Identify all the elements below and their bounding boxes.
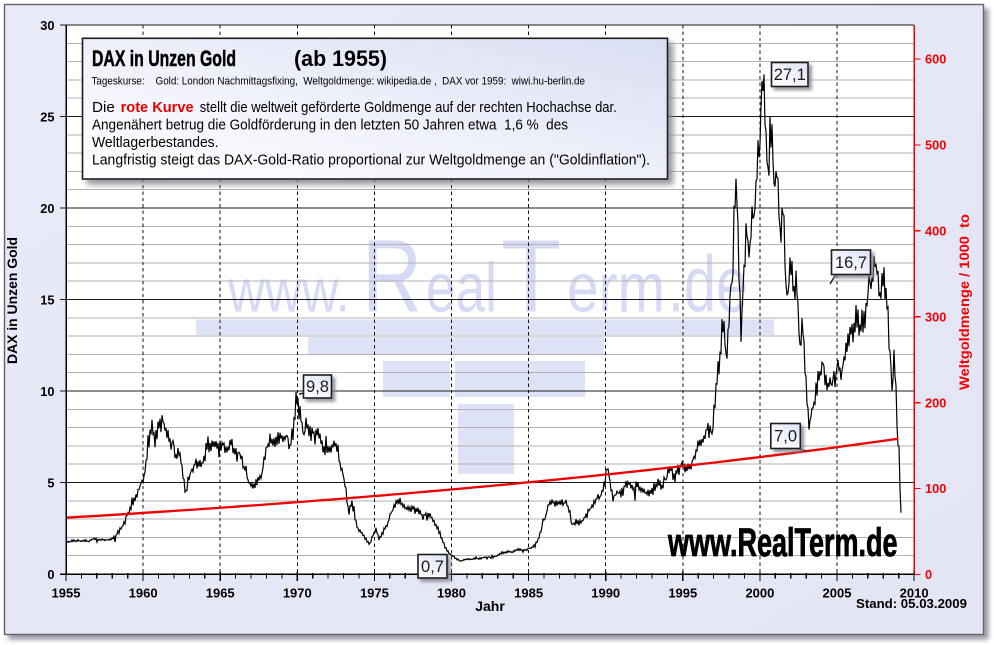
svg-text:www.RealTerm.de: www.RealTerm.de	[667, 521, 897, 565]
svg-text:400: 400	[925, 224, 946, 239]
svg-text:Weltgoldmenge / 1000 to: Weltgoldmenge / 1000 to	[957, 214, 972, 390]
svg-text:5: 5	[47, 476, 54, 491]
svg-text:25: 25	[40, 110, 54, 125]
svg-text:27,1: 27,1	[774, 66, 806, 84]
svg-text:Jahr: Jahr	[475, 598, 505, 614]
svg-text:2005: 2005	[823, 586, 852, 601]
svg-text:Weltlagerbestandes.: Weltlagerbestandes.	[92, 134, 219, 151]
svg-text:2010: 2010	[900, 586, 929, 601]
svg-text:20: 20	[40, 201, 54, 216]
svg-text:Tageskurse: Gold: London Na: Tageskurse: Gold: London Nachmittagsfixi…	[92, 75, 586, 87]
svg-text:Stand: 05.03.2009: Stand: 05.03.2009	[856, 597, 967, 611]
svg-text:www. R eal T erm .de: www. R eal T erm .de	[227, 219, 748, 334]
svg-text:0,7: 0,7	[421, 558, 444, 576]
svg-text:1975: 1975	[360, 586, 389, 601]
svg-text:1985: 1985	[514, 586, 543, 601]
svg-text:30: 30	[40, 18, 54, 33]
svg-text:7,0: 7,0	[774, 428, 797, 446]
svg-text:300: 300	[925, 309, 946, 324]
svg-text:1970: 1970	[283, 586, 312, 601]
svg-text:1960: 1960	[129, 586, 158, 601]
svg-text:200: 200	[925, 395, 946, 410]
svg-text:2000: 2000	[745, 586, 774, 601]
svg-text:1980: 1980	[437, 586, 466, 601]
svg-text:600: 600	[925, 52, 946, 67]
svg-text:1965: 1965	[206, 586, 235, 601]
svg-text:DAX in Unzen Gold(ab 1955): DAX in Unzen Gold (ab 1955)	[92, 46, 387, 71]
svg-text:10: 10	[40, 384, 54, 399]
svg-text:1995: 1995	[668, 586, 697, 601]
svg-text:Langfristig steigt das DAX-Gol: Langfristig steigt das DAX-Gold-Ratio pr…	[92, 151, 650, 168]
svg-text:9,8: 9,8	[306, 378, 329, 396]
svg-text:16,7: 16,7	[835, 254, 867, 272]
svg-text:500: 500	[925, 138, 946, 153]
svg-text:Angenähert betrug die Goldförd: Angenähert betrug die Goldförderung in d…	[92, 116, 568, 133]
svg-text:100: 100	[925, 481, 946, 496]
svg-text:DAX in Unzen Gold: DAX in Unzen Gold	[5, 237, 20, 364]
svg-text:15: 15	[40, 293, 54, 308]
svg-text:0: 0	[925, 567, 932, 582]
svg-text:1990: 1990	[591, 586, 620, 601]
svg-text:0: 0	[47, 567, 54, 582]
svg-text:1955: 1955	[52, 586, 81, 601]
